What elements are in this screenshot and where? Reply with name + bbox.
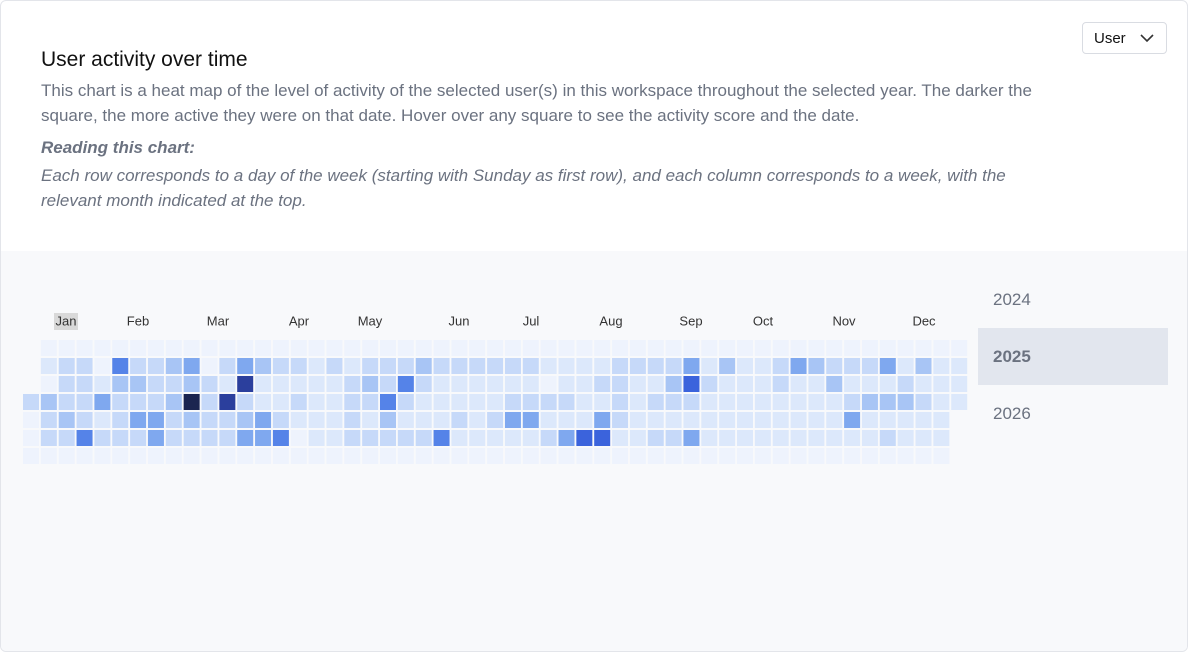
year-list: 2024 2025 2026 (978, 271, 1168, 442)
dropdown-label: User (1094, 30, 1126, 47)
year-option[interactable]: 2025 (978, 328, 1168, 385)
year-option[interactable]: 2024 (993, 290, 1031, 309)
title: User activity over time (41, 48, 248, 71)
reading-title: Reading this chart: (41, 138, 195, 157)
reading-text: Each row corresponds to a day of the wee… (41, 166, 1006, 210)
year-option[interactable]: 2026 (993, 404, 1031, 423)
chevron (1140, 34, 1154, 43)
user-dropdown[interactable]: User (1082, 22, 1167, 54)
description: This chart is a heat map of the level of… (41, 81, 1032, 125)
